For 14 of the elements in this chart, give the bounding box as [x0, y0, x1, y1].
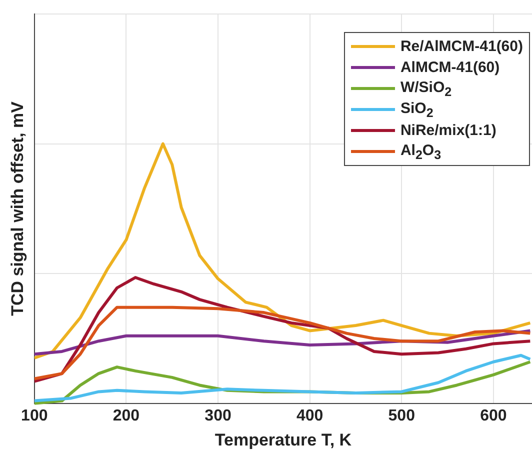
x-tick-label: 400 — [296, 407, 324, 424]
legend-label: AlMCM-41(60) — [400, 59, 500, 76]
legend-label: SiO$_{2}$ — [400, 100, 434, 120]
x-tick-label: 300 — [204, 407, 232, 424]
x-tick-label: 200 — [112, 407, 140, 424]
x-tick-label: 100 — [21, 407, 48, 424]
legend-label: Al$_{2}$O$_{3}$ — [400, 142, 442, 162]
x-tick-label: 500 — [388, 407, 416, 424]
legend-label: W/SiO$_{2}$ — [400, 78, 452, 98]
legend-label: Re/AlMCM-41(60) — [400, 38, 523, 55]
x-axis-title: Temperature T, K — [214, 430, 352, 450]
legend-label: NiRe/mix(1:1) — [400, 122, 496, 139]
y-axis-title: TCD signal with offset, mV — [8, 100, 27, 316]
x-tick-label: 600 — [480, 407, 507, 424]
